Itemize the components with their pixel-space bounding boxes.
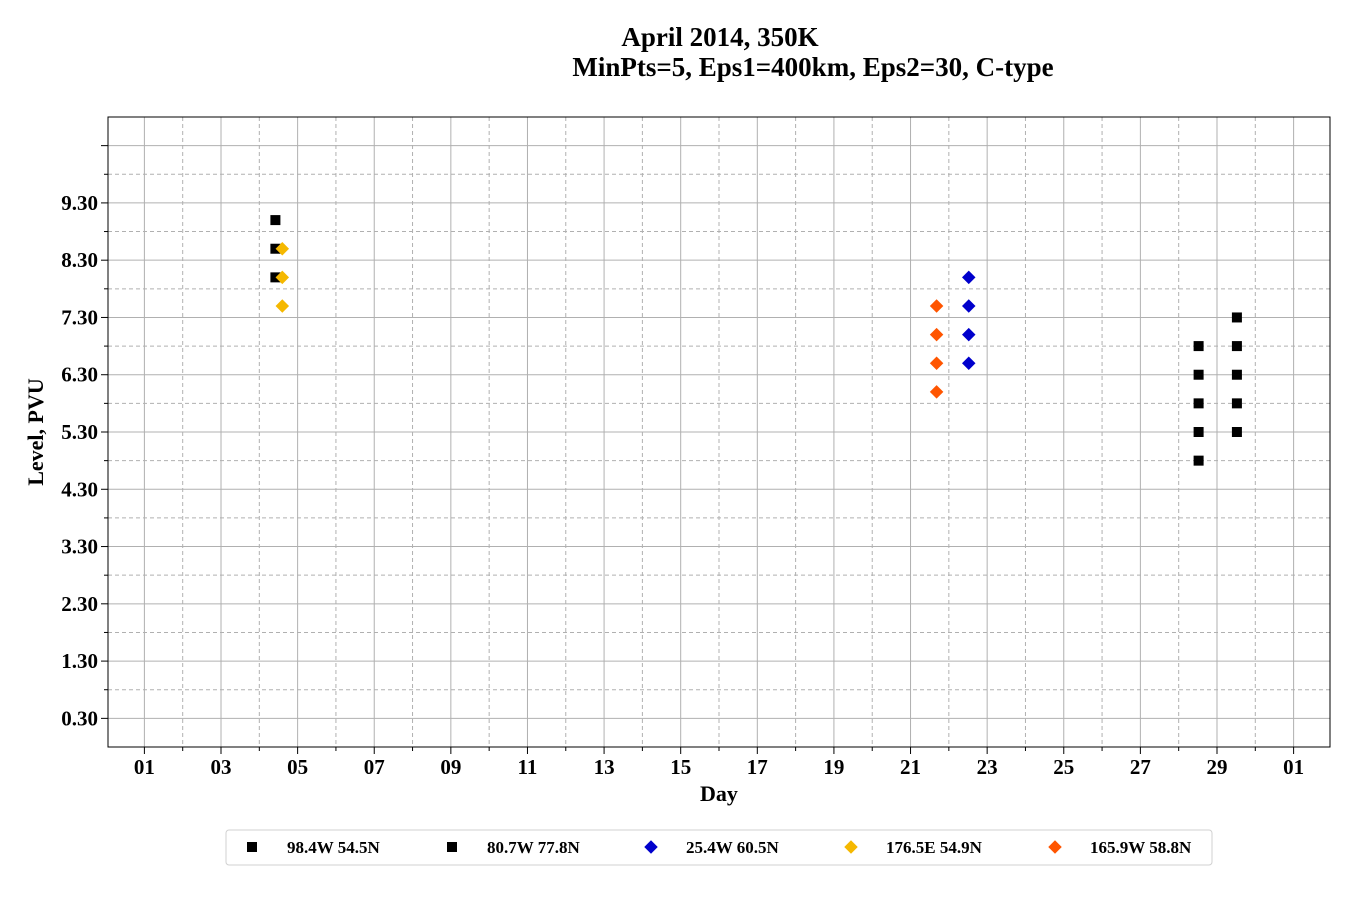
data-point — [929, 356, 944, 371]
data-point — [270, 272, 281, 283]
x-axis-label: Day — [700, 781, 738, 806]
legend-marker — [247, 842, 257, 852]
chart-title-line2: MinPts=5, Eps1=400km, Eps2=30, C-type — [572, 52, 1053, 82]
x-tick-label: 01 — [134, 755, 155, 779]
x-tick-label: 19 — [823, 755, 844, 779]
data-point — [962, 327, 976, 342]
legend-marker — [644, 840, 658, 854]
data-point — [929, 299, 944, 313]
data-point — [929, 385, 944, 399]
y-tick-label: 1.30 — [61, 649, 98, 673]
y-tick-label: 8.30 — [61, 248, 98, 272]
y-tick-label: 2.30 — [61, 592, 98, 616]
legend-marker — [447, 842, 457, 852]
data-point — [275, 299, 290, 313]
data-point — [1231, 398, 1242, 409]
y-axis-label: Level, PVU — [23, 378, 48, 486]
x-tick-label: 13 — [594, 755, 615, 779]
y-tick-label: 3.30 — [61, 535, 98, 559]
legend-marker — [844, 840, 858, 854]
legend-label: 165.9W 58.8N — [1090, 838, 1192, 857]
y-tick-label: 4.30 — [61, 477, 98, 501]
data-point — [1231, 369, 1242, 380]
x-tick-label: 01 — [1283, 755, 1304, 779]
legend-label: 98.4W 54.5N — [287, 838, 380, 857]
legend-marker — [1048, 840, 1062, 854]
x-tick-label: 15 — [670, 755, 691, 779]
data-point — [1231, 312, 1242, 323]
x-tick-label: 09 — [440, 755, 461, 779]
data-point — [1231, 341, 1242, 352]
data-point — [962, 299, 976, 313]
x-tick-label: 17 — [747, 755, 768, 779]
x-tick-label: 05 — [287, 755, 308, 779]
x-tick-label: 21 — [900, 755, 921, 779]
x-tick-label: 27 — [1130, 755, 1151, 779]
x-tick-label: 03 — [211, 755, 232, 779]
data-point — [270, 215, 281, 226]
data-point — [1193, 455, 1204, 466]
legend-label: 176.5E 54.9N — [886, 838, 983, 857]
data-point — [1231, 427, 1242, 437]
y-tick-label: 6.30 — [61, 363, 98, 387]
data-point — [270, 243, 281, 254]
axis-ticks: 01 03 05 07 09 11 13 15 17 19 21 23 25 27 29 01 0.30 1.30… — [61, 145, 1304, 779]
x-tick-label: 07 — [364, 755, 385, 779]
data-point — [1193, 398, 1204, 409]
y-tick-label: 9.30 — [61, 191, 98, 215]
data-point — [275, 241, 290, 256]
y-tick-label: 5.30 — [61, 420, 98, 444]
data-points — [270, 215, 1242, 466]
y-tick-label: 0.30 — [61, 706, 98, 730]
data-point — [275, 270, 290, 285]
legend-label: 80.7W 77.8N — [487, 838, 580, 857]
legend-label: 25.4W 60.5N — [686, 838, 779, 857]
y-tick-label: 7.30 — [61, 305, 98, 329]
data-point — [962, 356, 976, 371]
data-point — [1193, 341, 1204, 352]
data-point — [1193, 427, 1204, 437]
legend-frame — [225, 829, 1213, 866]
legend: 98.4W 54.5N 80.7W 77.8N 25.4W 60.5N 176.5E … — [225, 829, 1213, 866]
grid — [108, 117, 1330, 747]
data-point — [962, 270, 976, 285]
x-tick-label: 11 — [518, 755, 538, 779]
x-tick-label: 29 — [1206, 755, 1227, 779]
data-point — [929, 327, 944, 342]
x-tick-label: 25 — [1053, 755, 1074, 779]
x-tick-label: 23 — [977, 755, 998, 779]
plot-frame — [107, 116, 1331, 748]
data-point — [1193, 369, 1204, 380]
chart-title-line1: April 2014, 350K — [621, 22, 818, 52]
